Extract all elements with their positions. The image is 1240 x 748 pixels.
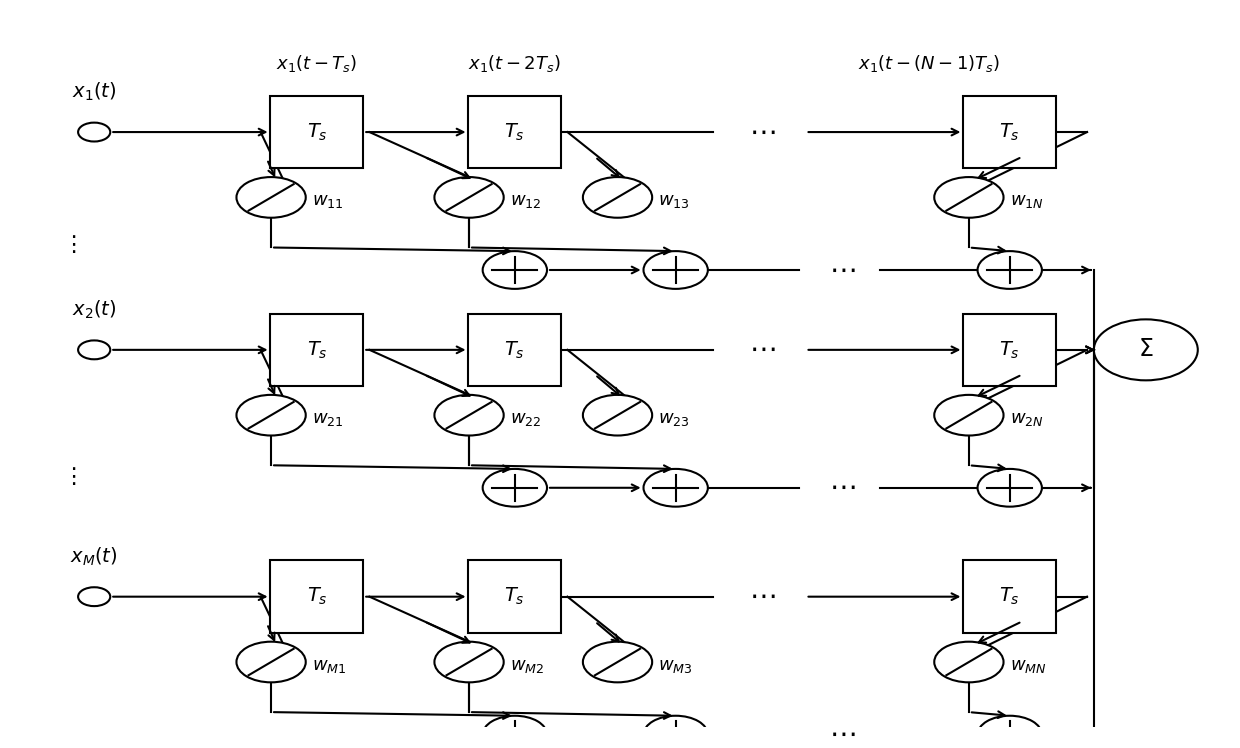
Circle shape	[1094, 319, 1198, 380]
FancyBboxPatch shape	[270, 560, 363, 633]
Circle shape	[434, 395, 503, 435]
Text: $\cdots$: $\cdots$	[749, 337, 775, 364]
FancyBboxPatch shape	[469, 96, 562, 168]
FancyBboxPatch shape	[469, 560, 562, 633]
Text: $\cdots$: $\cdots$	[749, 583, 775, 610]
Text: $w_{M3}$: $w_{M3}$	[658, 657, 693, 675]
Text: $w_{23}$: $w_{23}$	[658, 410, 689, 428]
Circle shape	[583, 177, 652, 218]
Text: $w_{21}$: $w_{21}$	[312, 410, 343, 428]
Text: $w_{M1}$: $w_{M1}$	[312, 657, 346, 675]
Text: $x_1(t-T_s)$: $x_1(t-T_s)$	[277, 53, 357, 74]
Circle shape	[644, 251, 708, 289]
Text: $w_{MN}$: $w_{MN}$	[1009, 657, 1047, 675]
Circle shape	[934, 395, 1003, 435]
Text: $T_s$: $T_s$	[505, 339, 526, 361]
Text: $\cdots$: $\cdots$	[830, 257, 856, 283]
Text: $w_{13}$: $w_{13}$	[658, 192, 689, 210]
Circle shape	[434, 177, 503, 218]
Text: $T_s$: $T_s$	[306, 121, 327, 143]
FancyBboxPatch shape	[270, 313, 363, 386]
Circle shape	[434, 642, 503, 682]
Circle shape	[482, 251, 547, 289]
Circle shape	[977, 716, 1042, 748]
Text: $x_1(t-2T_s)$: $x_1(t-2T_s)$	[469, 53, 562, 74]
Circle shape	[934, 642, 1003, 682]
FancyBboxPatch shape	[270, 96, 363, 168]
Circle shape	[583, 395, 652, 435]
Circle shape	[482, 469, 547, 506]
Text: $T_s$: $T_s$	[306, 339, 327, 361]
Text: $\cdots$: $\cdots$	[830, 721, 856, 748]
FancyBboxPatch shape	[963, 313, 1056, 386]
Text: $w_{M2}$: $w_{M2}$	[510, 657, 544, 675]
Text: $T_s$: $T_s$	[505, 121, 526, 143]
Circle shape	[78, 123, 110, 141]
Text: $T_s$: $T_s$	[999, 121, 1021, 143]
Text: $w_{1N}$: $w_{1N}$	[1009, 192, 1044, 210]
Circle shape	[78, 340, 110, 359]
Circle shape	[977, 469, 1042, 506]
Text: $\vdots$: $\vdots$	[62, 466, 77, 488]
Text: $T_s$: $T_s$	[306, 586, 327, 607]
Circle shape	[237, 395, 306, 435]
Text: $\Sigma$: $\Sigma$	[1138, 338, 1153, 361]
FancyBboxPatch shape	[963, 560, 1056, 633]
Text: $w_{11}$: $w_{11}$	[312, 192, 343, 210]
Circle shape	[78, 587, 110, 606]
Text: $w_{2N}$: $w_{2N}$	[1009, 410, 1044, 428]
Text: $\cdots$: $\cdots$	[830, 474, 856, 501]
FancyBboxPatch shape	[963, 96, 1056, 168]
Text: $T_s$: $T_s$	[999, 339, 1021, 361]
Circle shape	[934, 177, 1003, 218]
Text: $w_{22}$: $w_{22}$	[510, 410, 542, 428]
Text: $T_s$: $T_s$	[505, 586, 526, 607]
Text: $x_M(t)$: $x_M(t)$	[71, 545, 118, 568]
FancyBboxPatch shape	[469, 313, 562, 386]
Circle shape	[482, 716, 547, 748]
Circle shape	[644, 469, 708, 506]
Text: $\cdots$: $\cdots$	[749, 119, 775, 146]
Circle shape	[237, 177, 306, 218]
Text: $\vdots$: $\vdots$	[62, 233, 77, 256]
Circle shape	[977, 251, 1042, 289]
Text: $x_1(t)$: $x_1(t)$	[72, 81, 117, 103]
Circle shape	[583, 642, 652, 682]
Text: $T_s$: $T_s$	[999, 586, 1021, 607]
Circle shape	[644, 716, 708, 748]
Text: $w_{12}$: $w_{12}$	[510, 192, 542, 210]
Text: $x_2(t)$: $x_2(t)$	[72, 298, 117, 321]
Circle shape	[237, 642, 306, 682]
Text: $x_1(t-(N-1)T_s)$: $x_1(t-(N-1)T_s)$	[858, 53, 1001, 74]
